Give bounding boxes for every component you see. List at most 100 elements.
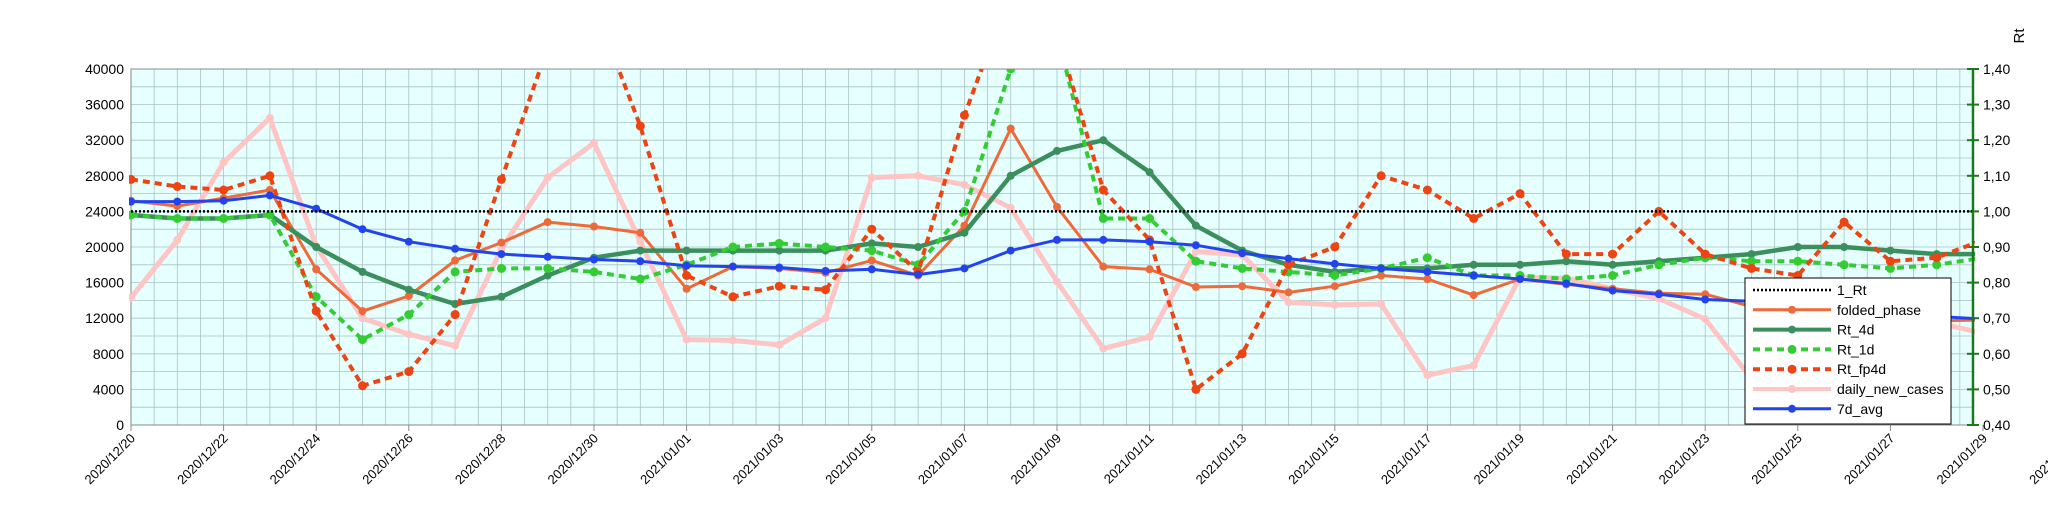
data-point-daily-new-cases (590, 138, 598, 147)
legend-marker (1788, 385, 1796, 393)
legend-label: Rt_4d (1837, 322, 1874, 338)
data-point-daily-new-cases (682, 335, 691, 344)
data-point-rt-4d (1099, 136, 1108, 145)
data-point-rt-1d (311, 292, 321, 302)
data-point-rt-1d (1793, 256, 1803, 266)
data-point-rt-4d (404, 285, 413, 294)
data-point-rt-4d (1145, 168, 1154, 177)
data-point-rt-fp4d (1654, 206, 1664, 216)
data-point-folded-phase (1238, 282, 1247, 291)
data-point-7d-avg (1377, 264, 1386, 273)
legend-item-rt-1d: Rt_1d (1753, 341, 1874, 357)
data-point-folded-phase (1469, 291, 1478, 300)
data-point-rt-fp4d (1284, 260, 1293, 270)
legend-item-rt-fp4d: Rt_fp4d (1753, 361, 1886, 377)
data-point-rt-4d (775, 246, 784, 255)
data-point-daily-new-cases (219, 158, 228, 167)
y2-tick-label: 0,50 (1983, 381, 2010, 397)
data-point-folded-phase (867, 256, 876, 265)
legend-label: 7d_avg (1837, 401, 1883, 417)
data-point-rt-fp4d (1700, 249, 1710, 259)
data-point-7d-avg (960, 264, 969, 273)
data-point-daily-new-cases (1377, 300, 1386, 308)
data-point-folded-phase (1284, 288, 1293, 297)
data-point-daily-new-cases (1469, 361, 1478, 370)
data-point-folded-phase (1145, 265, 1154, 274)
data-point-folded-phase (451, 256, 460, 265)
legend-marker (1788, 325, 1796, 334)
data-point-rt-1d (1885, 263, 1895, 273)
data-point-7d-avg (1053, 235, 1061, 244)
data-point-7d-avg (1469, 271, 1478, 280)
data-point-rt-fp4d (496, 174, 506, 184)
data-point-7d-avg (265, 191, 274, 200)
data-point-daily-new-cases (129, 293, 135, 302)
data-point-rt-fp4d (774, 281, 784, 291)
data-point-rt-fp4d (219, 185, 229, 195)
data-point-rt-1d (1839, 260, 1849, 270)
data-point-daily-new-cases (775, 340, 784, 349)
data-point-7d-avg (1099, 235, 1108, 244)
legend-marker (1788, 305, 1796, 314)
legend-item-rt-4d: Rt_4d (1753, 322, 1874, 338)
data-point-rt-1d (129, 210, 136, 220)
y-tick-label: 20000 (85, 239, 124, 255)
data-point-rt-fp4d (821, 285, 830, 295)
data-point-daily-new-cases (1006, 203, 1015, 212)
data-point-rt-1d (1654, 260, 1664, 270)
data-point-rt-fp4d (1515, 189, 1525, 199)
data-point-7d-avg (1238, 249, 1247, 258)
y-tick-label: 4000 (93, 381, 124, 397)
data-point-daily-new-cases (821, 314, 830, 323)
data-point-daily-new-cases (451, 341, 460, 350)
data-point-daily-new-cases (1053, 277, 1061, 286)
data-point-folded-phase (1377, 271, 1386, 280)
legend-label: 1_Rt (1837, 282, 1867, 298)
data-point-daily-new-cases (1099, 344, 1108, 353)
data-point-7d-avg (821, 267, 830, 275)
data-point-daily-new-cases (960, 180, 969, 189)
data-point-folded-phase (590, 222, 598, 231)
legend-item-daily-new-cases: daily_new_cases (1753, 381, 1944, 397)
data-point-rt-4d (1469, 260, 1478, 269)
data-point-rt-fp4d (959, 110, 969, 120)
data-point-rt-4d (1053, 146, 1061, 155)
data-point-rt-fp4d (1376, 171, 1386, 181)
data-point-folded-phase (497, 238, 506, 247)
data-point-rt-1d (265, 210, 275, 220)
data-point-rt-1d (1747, 256, 1756, 266)
data-point-rt-fp4d (1469, 214, 1479, 223)
data-point-7d-avg (1191, 241, 1200, 250)
data-point-rt-1d (774, 238, 784, 248)
data-point-rt-4d (451, 300, 460, 308)
data-point-daily-new-cases (1145, 332, 1154, 341)
data-point-rt-4d (543, 271, 552, 280)
data-point-7d-avg (682, 261, 691, 270)
data-point-folded-phase (312, 265, 321, 274)
legend-item-1-rt: 1_Rt (1753, 282, 1867, 298)
data-point-rt-1d (821, 242, 830, 252)
data-point-daily-new-cases (1701, 315, 1710, 324)
data-point-rt-1d (1145, 214, 1155, 223)
data-point-rt-fp4d (635, 121, 645, 131)
data-point-rt-fp4d (172, 182, 182, 191)
legend-label: Rt_1d (1837, 341, 1874, 357)
data-point-rt-fp4d (1608, 249, 1618, 259)
data-point-rt-fp4d (1932, 253, 1942, 263)
data-point-daily-new-cases (543, 173, 552, 182)
data-point-7d-avg (1562, 279, 1571, 288)
data-point-rt-1d (867, 246, 877, 256)
data-point-rt-4d (1840, 243, 1849, 251)
y-tick-label: 8000 (93, 346, 124, 362)
legend-marker (1788, 404, 1796, 413)
y2-tick-label: 0,90 (1983, 239, 2010, 255)
legend-item-folded-phase: folded_phase (1753, 302, 1921, 318)
legend-label: Rt_fp4d (1837, 361, 1886, 377)
data-point-folded-phase (1053, 202, 1061, 211)
data-point-rt-1d (1330, 271, 1340, 280)
legend: 1_Rt folded_phase Rt_4d Rt_1d Rt_fp4d daily_n… (1744, 277, 1952, 425)
y-tick-label: 32000 (85, 132, 124, 148)
data-point-7d-avg (636, 257, 645, 266)
series-7d-avg (129, 191, 1975, 321)
